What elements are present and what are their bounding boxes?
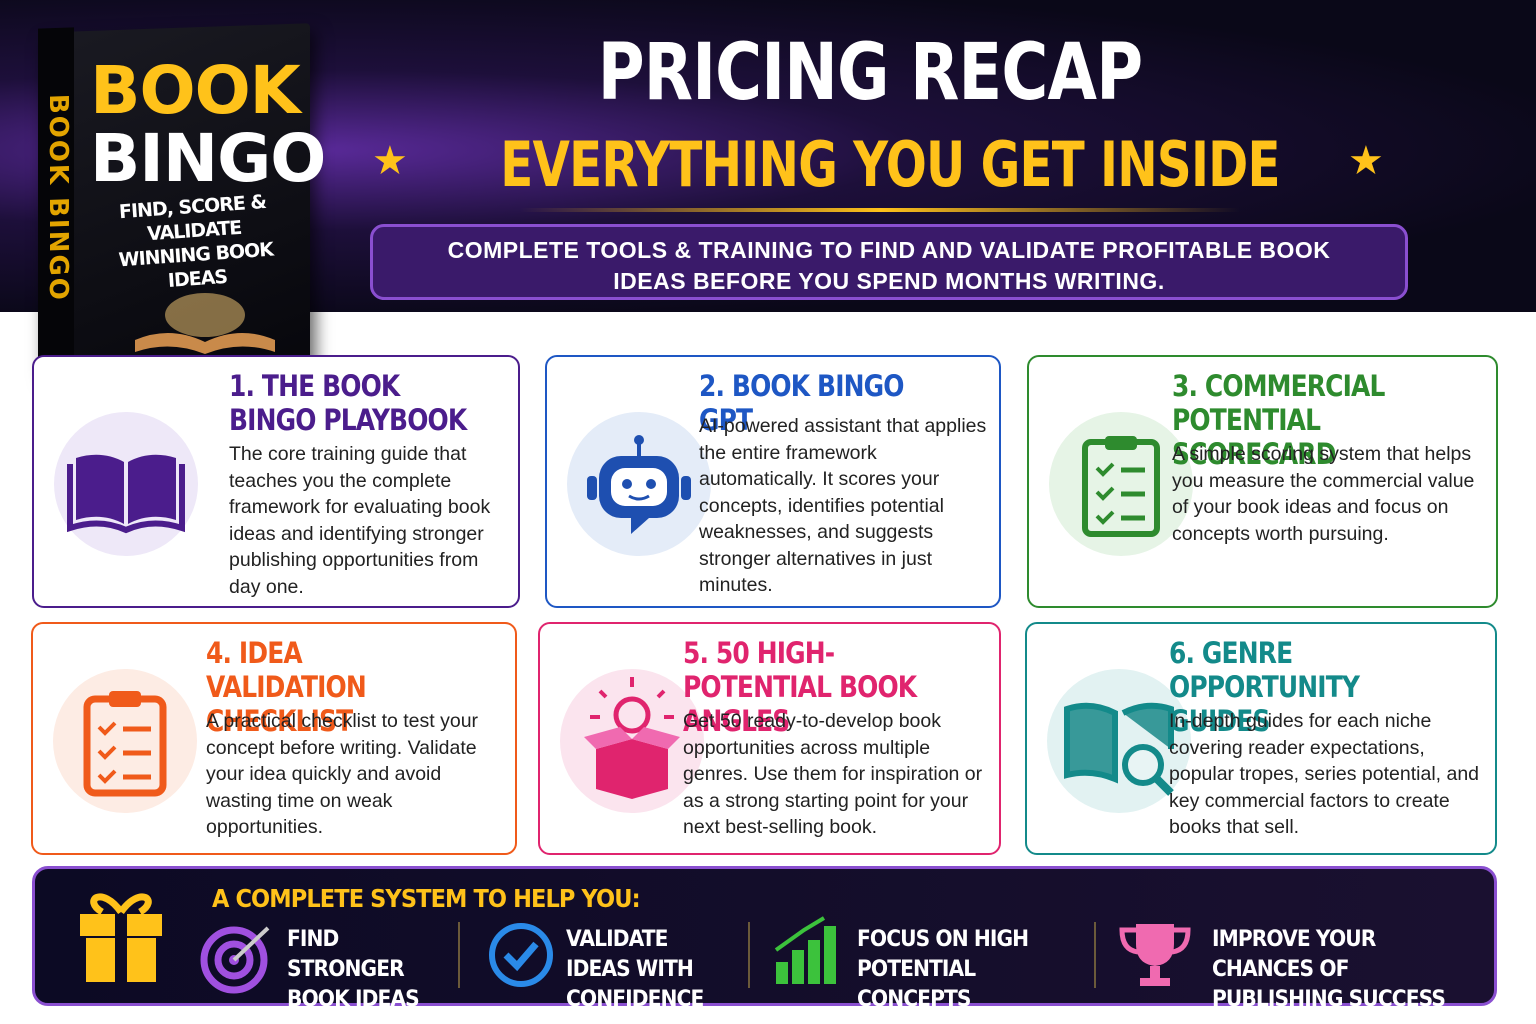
card-icon (560, 668, 704, 813)
target-icon (200, 926, 270, 994)
underline (520, 208, 1240, 212)
product-card: 2. BOOK BINGO GPT AI-powered assistant th… (545, 355, 1001, 608)
card-description: Get 50 ready-to-develop book opportuniti… (683, 710, 983, 838)
card-title: 1. THE BOOK BINGO PLAYBOOK (229, 369, 467, 437)
separator (458, 922, 460, 988)
tagline: COMPLETE TOOLS & TRAINING TO FIND AND VA… (370, 224, 1408, 300)
card-title: 5. 50 HIGH-POTENTIAL BOOK ANGLES (683, 636, 917, 738)
book-subtitle: FIND, SCORE & VALIDATE WINNING BOOK IDEA… (117, 190, 274, 292)
card-title: 3. COMMERCIAL POTENTIAL SCORECARD (1172, 369, 1385, 471)
product-card: 5. 50 HIGH-POTENTIAL BOOK ANGLES Get 50 r… (538, 622, 1001, 855)
product-card: 3. COMMERCIAL POTENTIAL SCORECARD A simpl… (1027, 355, 1498, 608)
growth-icon (774, 916, 836, 984)
separator (748, 922, 750, 988)
page-subtitle: EVERYTHING YOU GET INSIDE (500, 128, 1280, 201)
book-title: BINGO (90, 120, 326, 197)
trophy-icon (1119, 924, 1191, 986)
card-description: A simple scoring system that helps you m… (1172, 443, 1475, 545)
star: ★ (1348, 139, 1384, 183)
product-card: 1. THE BOOK BINGO PLAYBOOK The core train… (32, 355, 520, 608)
card-icon (1047, 668, 1191, 813)
benefit: FIND STRONGER BOOK IDEAS (287, 927, 420, 1012)
product-card: 6. GENRE OPPORTUNITY GUIDES In-depth guid… (1025, 622, 1497, 855)
card-description: A practical checklist to test your conce… (206, 710, 479, 838)
book-spine-text: BOOK BINGO (43, 93, 73, 303)
book-title: BOOK (90, 52, 301, 129)
card-icon (54, 411, 198, 556)
card-icon (1049, 411, 1193, 556)
book-spine: BOOK BINGO (38, 27, 74, 371)
star: ★ (372, 139, 408, 183)
card-title: 2. BOOK BINGO GPT (699, 369, 904, 437)
product-card: 4. IDEA VALIDATION CHECKLIST A practical … (31, 622, 517, 855)
card-icon (53, 668, 197, 813)
footer-panel (32, 866, 1497, 1006)
gift-icon (80, 893, 162, 982)
separator (1094, 922, 1096, 988)
footer-heading: A COMPLETE SYSTEM TO HELP YOU: (212, 884, 641, 913)
benefit: IMPROVE YOUR CHANCES OF PUBLISHING SUCCE… (1212, 927, 1446, 1012)
card-title: 6. GENRE OPPORTUNITY GUIDES (1169, 636, 1360, 738)
card-description: In-depth guides for each niche covering … (1169, 710, 1480, 838)
benefit: FOCUS ON HIGH POTENTIAL CONCEPTS (857, 927, 1029, 1012)
benefit: VALIDATE IDEAS WITH CONFIDENCE (566, 927, 704, 1012)
card-title: 4. IDEA VALIDATION CHECKLIST (206, 636, 367, 738)
card-icon (567, 411, 711, 556)
card-description: AI-powered assistant that applies the en… (699, 415, 987, 596)
card-description: The core training guide that teaches you… (229, 443, 491, 598)
page-title: PRICING RECAP (597, 28, 1143, 118)
open-book-illustration (135, 293, 275, 354)
check-icon (489, 923, 553, 987)
